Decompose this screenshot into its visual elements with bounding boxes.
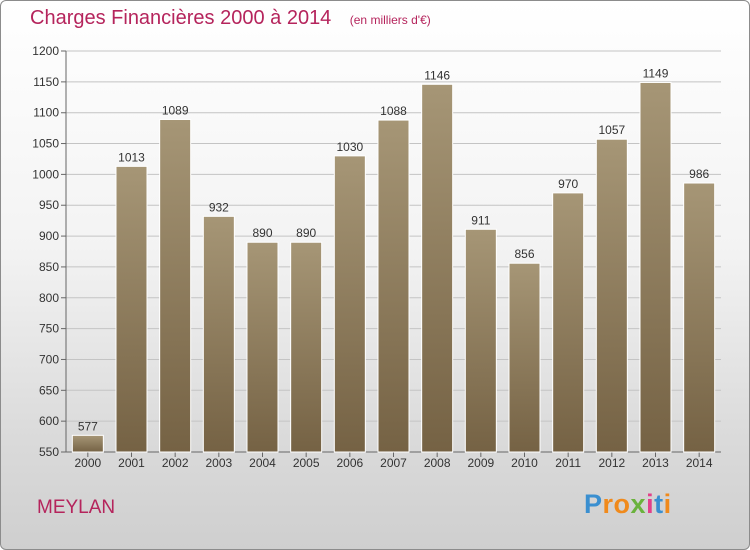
x-tick-label: 2000 [74,456,101,470]
bar-2004 [246,241,279,453]
bar-2014 [683,182,716,453]
data-label-2001: 1013 [118,150,145,164]
data-label-2004: 890 [252,226,272,240]
x-tick-label: 2002 [162,456,189,470]
bar-2011 [552,192,585,453]
y-tick-label: 1200 [32,44,59,58]
bar-2002 [159,118,192,453]
bars [71,81,716,453]
y-tick-label: 550 [39,445,59,459]
x-tick-label: 2005 [293,456,320,470]
data-label-2010: 856 [514,247,534,261]
bar-2005 [290,241,323,453]
proxiti-logo: Proxiti [584,489,672,520]
data-label-2009: 911 [471,213,490,227]
commune-name: MEYLAN [37,497,116,518]
y-tick-label: 650 [39,383,59,397]
logo-letter: P [584,489,603,519]
x-tick-label: 2006 [336,456,363,470]
x-tick-label: 2009 [467,456,494,470]
x-tick-label: 2003 [205,456,232,470]
bar-2012 [595,138,628,453]
bar-2008 [421,83,454,453]
logo-letter: t [654,489,664,519]
y-tick-label: 1100 [33,106,59,120]
y-tick-label: 1050 [32,137,59,151]
y-tick-label: 1000 [32,167,59,181]
y-tick-label: 750 [39,322,59,336]
data-label-2000: 577 [78,419,98,433]
x-tick-label: 2004 [249,456,276,470]
data-label-2013: 1149 [643,66,669,80]
data-label-2011: 970 [558,177,578,191]
logo-letter: r [602,489,614,519]
x-tick-label: 2012 [598,456,625,470]
data-label-2007: 1088 [380,104,407,118]
x-tick-label: 2011 [555,456,581,470]
data-label-2002: 1089 [162,103,189,117]
chart-title: Charges Financières 2000 à 2014 [30,7,332,29]
data-label-2006: 1030 [336,140,363,154]
bar-2001 [115,165,148,453]
data-label-2008: 1146 [424,68,450,82]
bar-2006 [333,155,366,453]
bar-2003 [202,215,235,453]
x-tick-label: 2010 [511,456,538,470]
data-labels: 577 1013 1089 932 890 890 1030 1088 1146 911 856 97… [78,66,710,433]
x-tick-label: 2008 [424,456,451,470]
data-label-2005: 890 [296,226,316,240]
data-label-2012: 1057 [598,123,625,137]
logo-letter: i [663,489,672,519]
bar-2013 [639,81,672,453]
x-tick-label: 2007 [380,456,407,470]
y-tick-label: 850 [39,260,59,274]
y-tick-label: 600 [39,414,59,428]
y-tick-label: 700 [39,352,59,366]
y-tick-label: 800 [39,291,59,305]
logo-letter: i [646,489,655,519]
data-label-2014: 986 [689,167,709,181]
data-label-2003: 932 [209,200,229,214]
chart-subtitle: (en milliers d'€) [349,13,431,27]
bar-2009 [464,228,497,453]
title-row: Charges Financières 2000 à 2014 (en mill… [30,7,431,30]
y-tick-label: 950 [39,198,59,212]
x-tick-label: 2013 [642,456,669,470]
bar-2010 [508,262,541,453]
x-tick-label: 2001 [118,456,145,470]
logo-letter: x [630,489,647,519]
x-tick-label: 2014 [686,456,713,470]
bar-2007 [377,119,410,453]
y-tick-label: 1150 [33,75,59,89]
logo-letter: o [613,489,631,519]
y-tick-label: 900 [39,229,59,243]
bar-2000 [71,434,104,453]
